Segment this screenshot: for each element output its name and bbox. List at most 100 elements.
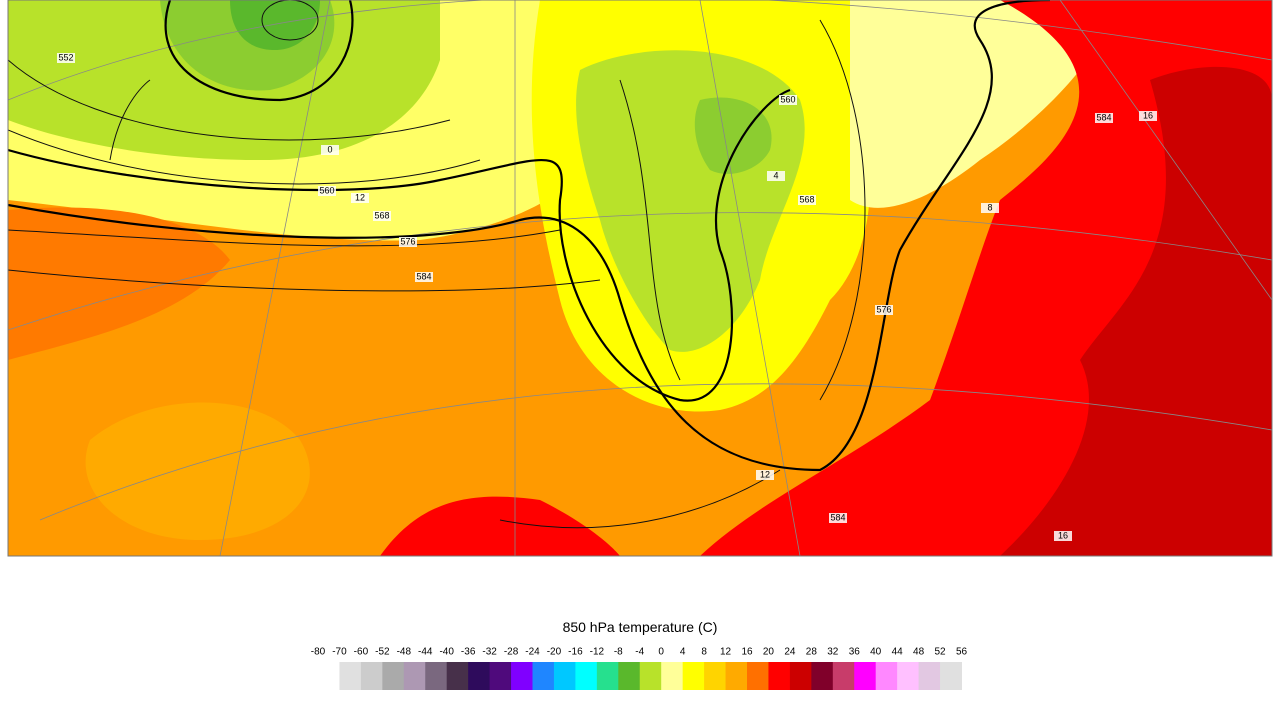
legend-tick-label: -60 bbox=[354, 647, 369, 658]
legend-tick-label: 8 bbox=[701, 647, 707, 658]
legend-swatch bbox=[940, 662, 962, 690]
legend-tick-label: -32 bbox=[482, 647, 497, 658]
contour-label: 576 bbox=[876, 304, 891, 314]
legend-swatch bbox=[854, 662, 877, 690]
legend-tick-label: 44 bbox=[892, 647, 904, 658]
contour-labels: 560 568 576 584 552 560 568 576 584 584 0 4 8 12 16 16 1… bbox=[57, 52, 1157, 541]
legend-tick-label: 16 bbox=[741, 647, 753, 658]
legend-tick-label: -4 bbox=[635, 647, 644, 658]
legend-tick-label: -44 bbox=[418, 647, 433, 658]
legend-tick-label: -36 bbox=[461, 647, 476, 658]
legend-swatch bbox=[360, 662, 383, 690]
legend-swatch bbox=[468, 662, 491, 690]
contour-label-bg bbox=[767, 171, 785, 181]
contour-label: 560 bbox=[319, 185, 334, 195]
map-frame bbox=[7, 0, 1273, 557]
legend-swatch bbox=[532, 662, 555, 690]
contour-label-bg bbox=[373, 211, 391, 221]
legend-tick-label: 48 bbox=[913, 647, 925, 658]
legend-swatch bbox=[639, 662, 662, 690]
contour-label-bg bbox=[351, 193, 369, 203]
contour-label: 568 bbox=[374, 210, 389, 220]
legend-swatch bbox=[596, 662, 619, 690]
legend-swatch bbox=[511, 662, 533, 690]
contour-label: 584 bbox=[1096, 112, 1111, 122]
legend-swatch bbox=[661, 662, 684, 690]
legend-swatch bbox=[704, 662, 727, 690]
legend-swatch bbox=[682, 662, 705, 690]
contour-label-bg bbox=[1139, 111, 1157, 121]
legend-tick-label: -20 bbox=[547, 647, 562, 658]
legend-swatch bbox=[575, 662, 598, 690]
legend-tick-label: -28 bbox=[504, 647, 519, 658]
legend-swatch bbox=[768, 662, 791, 690]
contour-label-bg bbox=[756, 470, 774, 480]
legend-tick-label: 24 bbox=[784, 647, 796, 658]
contour-label-bg bbox=[779, 95, 797, 105]
legend-tick-label: 52 bbox=[934, 647, 946, 658]
contour-label-bg bbox=[1054, 531, 1072, 541]
legend-swatch bbox=[725, 662, 748, 690]
legend-tick-label: 32 bbox=[827, 647, 839, 658]
contour-label: 584 bbox=[830, 512, 845, 522]
legend-swatch bbox=[489, 662, 512, 690]
legend-tick-label: -52 bbox=[375, 647, 390, 658]
contour-label-bg bbox=[798, 195, 816, 205]
legend-tick-label: -48 bbox=[397, 647, 412, 658]
legend-swatch bbox=[446, 662, 469, 690]
legend-swatch bbox=[832, 662, 855, 690]
legend-tick-label: 0 bbox=[658, 647, 664, 658]
contour-label: 16 bbox=[1058, 530, 1068, 540]
contour-label-bg bbox=[318, 186, 336, 196]
colorbar: -80 -70 -60 -52 -48 -44 -40 -36 -32 -28 -24 -20 -16-… bbox=[311, 647, 968, 690]
contour-label: 16 bbox=[1143, 110, 1153, 120]
legend-swatch bbox=[897, 662, 920, 690]
legend-tick-label: -40 bbox=[439, 647, 454, 658]
legend-tick-label: -16 bbox=[568, 647, 583, 658]
contour-label: 552 bbox=[58, 52, 73, 62]
contour-label: 8 bbox=[987, 202, 992, 212]
legend-tick-label: -8 bbox=[614, 647, 623, 658]
contour-label-bg bbox=[57, 53, 75, 63]
contour-label: 0 bbox=[327, 144, 332, 154]
legend-swatch bbox=[403, 662, 426, 690]
legend-tick-label: -12 bbox=[590, 647, 605, 658]
legend-tick-label: 20 bbox=[763, 647, 775, 658]
legend-tick-label: 40 bbox=[870, 647, 882, 658]
legend-tick-label: 28 bbox=[806, 647, 818, 658]
contour-label: 4 bbox=[773, 170, 778, 180]
legend-swatch bbox=[339, 662, 362, 690]
legend-swatch bbox=[811, 662, 834, 690]
legend-swatch bbox=[875, 662, 898, 690]
legend-swatch bbox=[382, 662, 405, 690]
contour-label: 568 bbox=[799, 194, 814, 204]
contour-label-bg bbox=[321, 145, 339, 155]
legend-swatch bbox=[553, 662, 576, 690]
contour-label-bg bbox=[399, 237, 417, 247]
contour-label: 584 bbox=[416, 271, 431, 281]
legend-tick-label: -80 bbox=[311, 647, 326, 658]
legend-tick-label: 4 bbox=[680, 647, 686, 658]
legend-swatch bbox=[789, 662, 812, 690]
legend-swatch bbox=[747, 662, 769, 690]
legend-tick-label: 12 bbox=[720, 647, 732, 658]
contour-label-bg bbox=[1095, 113, 1113, 123]
legend-swatch bbox=[618, 662, 641, 690]
contour-label: 12 bbox=[760, 469, 770, 479]
contour-label: 560 bbox=[780, 94, 795, 104]
legend-tick-label: 56 bbox=[956, 647, 968, 658]
contour-label: 12 bbox=[355, 192, 365, 202]
legend-swatch bbox=[425, 662, 448, 690]
contour-label-bg bbox=[875, 305, 893, 315]
legend-title: 850 hPa temperature (C) bbox=[563, 619, 718, 635]
legend-tick-label: -70 bbox=[332, 647, 347, 658]
legend-tick-label: -24 bbox=[525, 647, 540, 658]
contour-label-bg bbox=[981, 203, 999, 213]
legend-swatch bbox=[918, 662, 941, 690]
legend-tick-label: 36 bbox=[849, 647, 861, 658]
map bbox=[8, 0, 1272, 556]
contour-label-bg bbox=[415, 272, 433, 282]
contour-label-bg bbox=[829, 513, 847, 523]
contour-label: 576 bbox=[400, 236, 415, 246]
